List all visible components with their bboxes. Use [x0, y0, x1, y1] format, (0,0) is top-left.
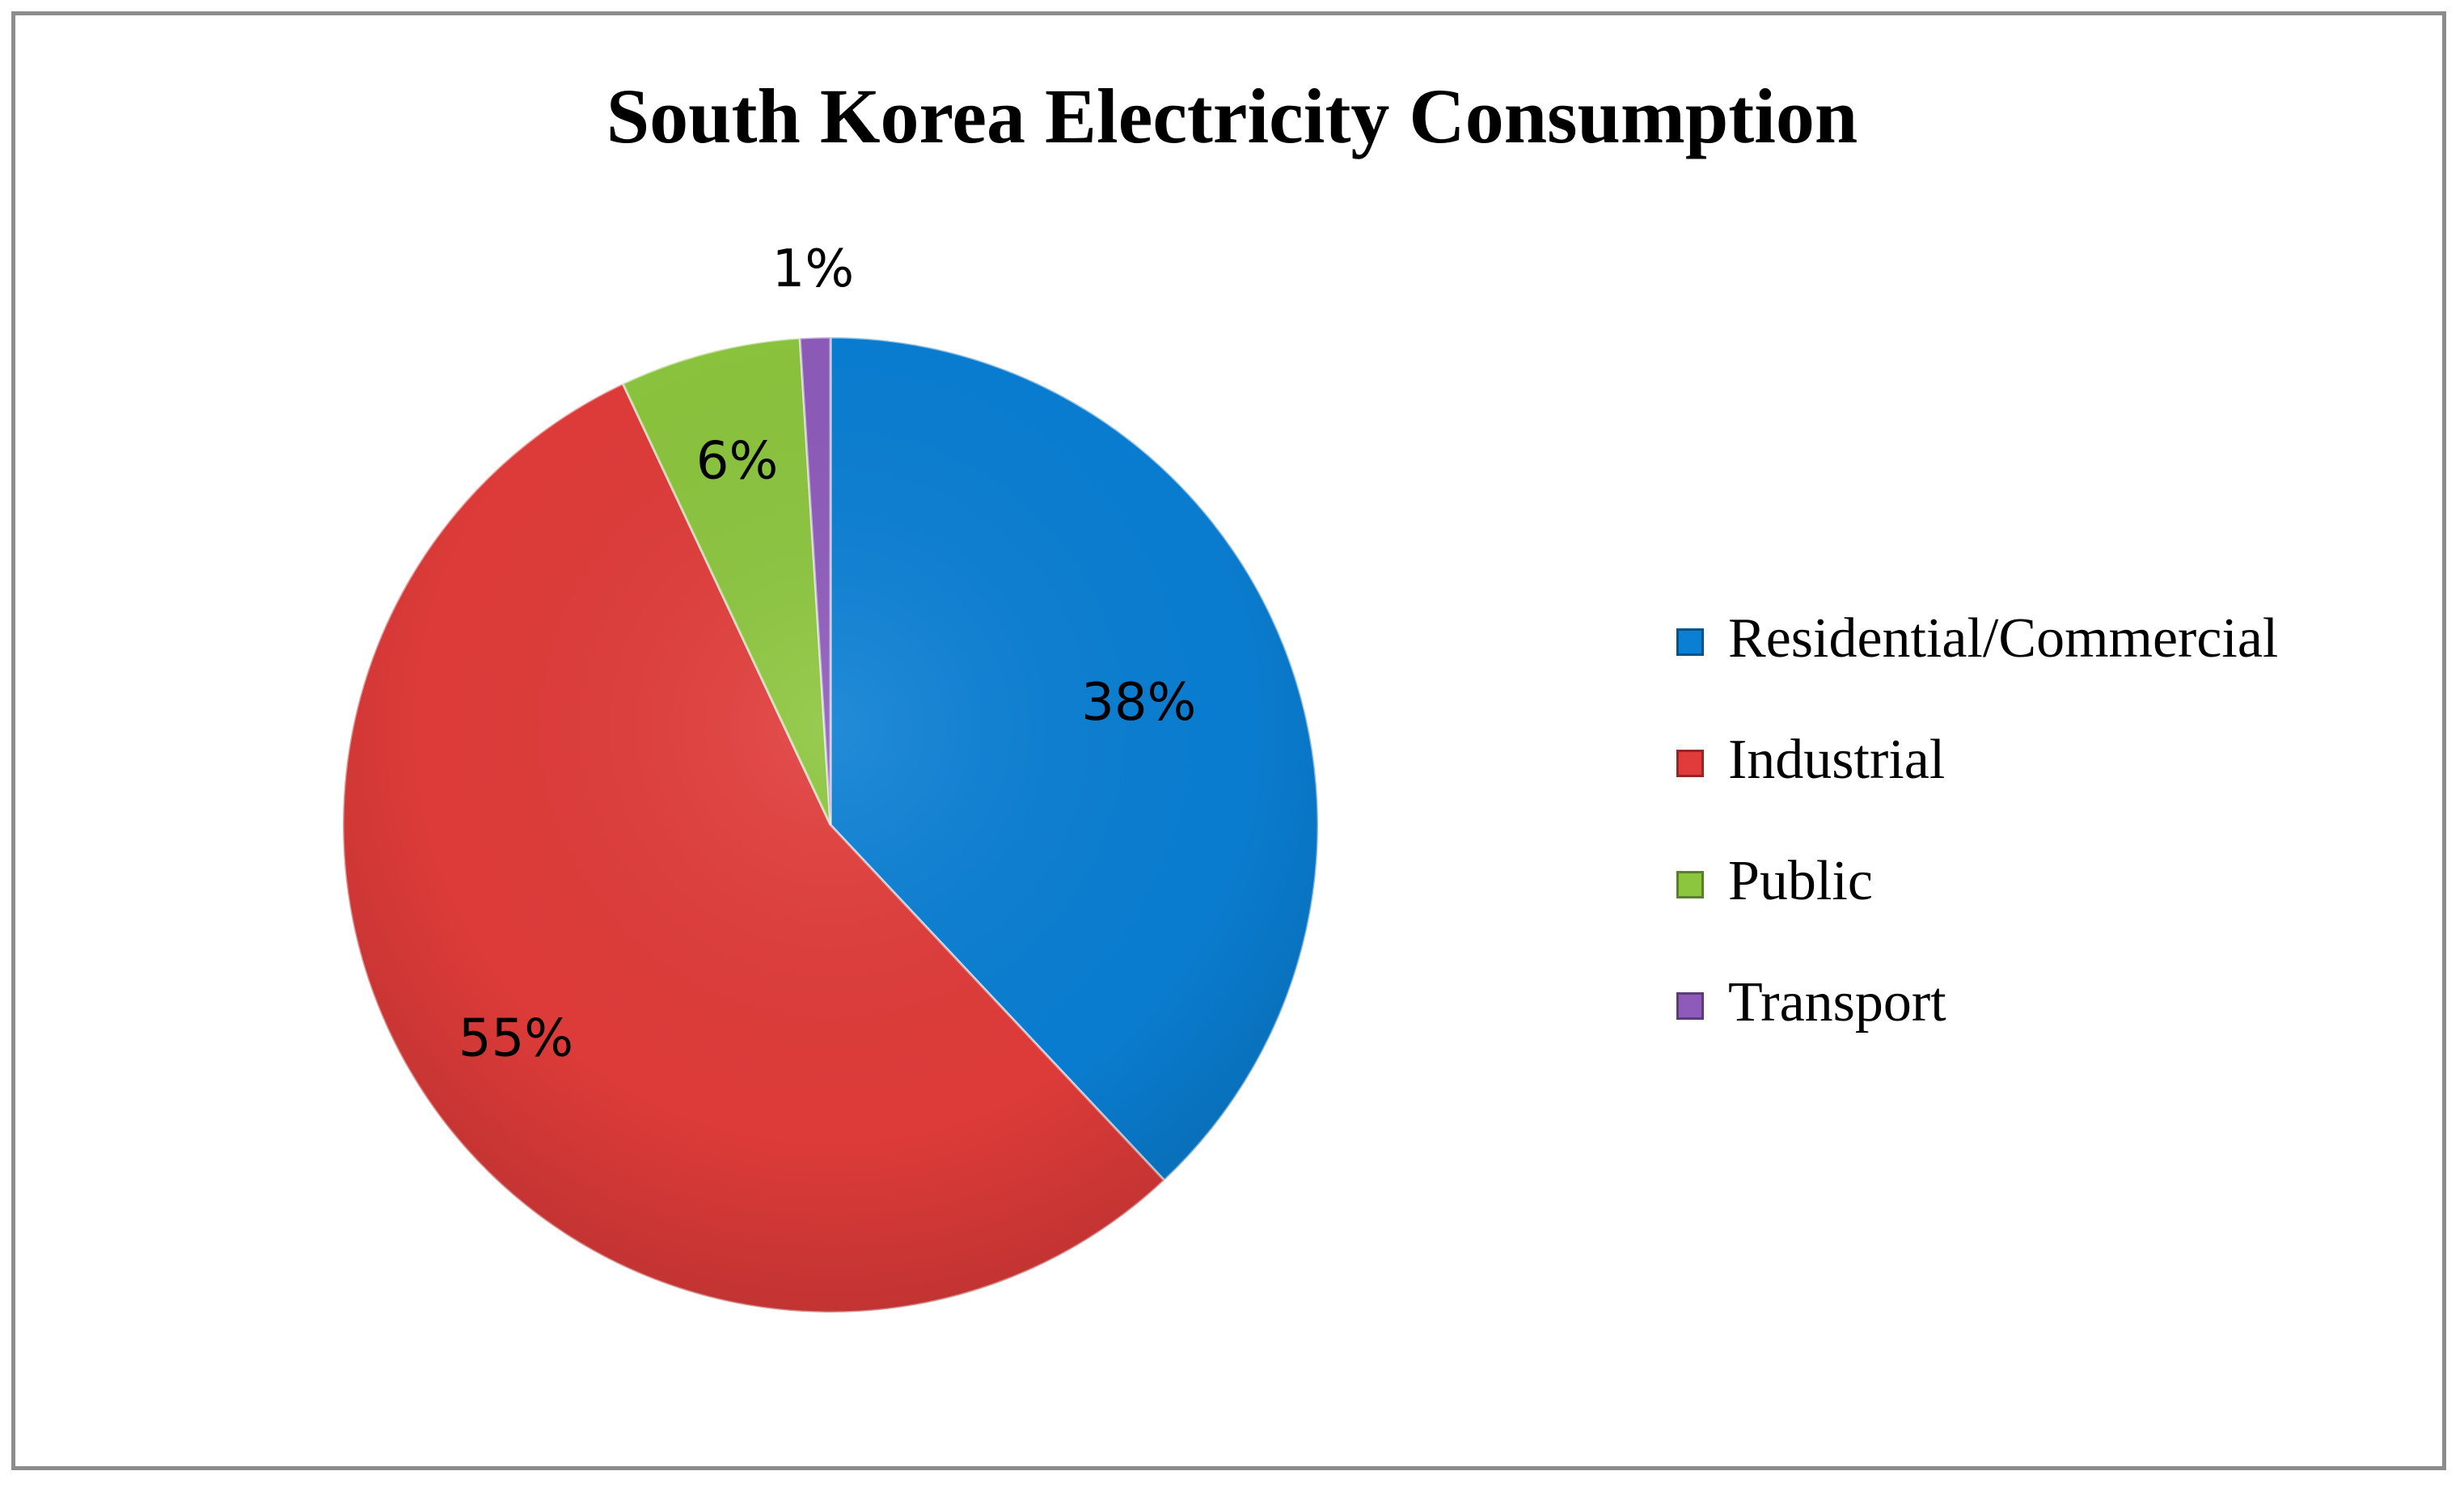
- legend-label: Residential/Commercial: [1728, 607, 2279, 670]
- data-label-industrial: 55%: [459, 1008, 573, 1068]
- data-label-transport: 1%: [772, 239, 855, 299]
- legend-swatch: [1676, 871, 1704, 898]
- chart-title: South Korea Electricity Consumption: [606, 73, 1858, 159]
- legend-swatch: [1676, 750, 1704, 777]
- pie-data-labels: 38% 55% 6% 1%: [459, 239, 1197, 1068]
- data-label-residential-commercial: 38%: [1081, 673, 1196, 733]
- legend-swatch: [1676, 628, 1704, 656]
- legend-swatch: [1676, 992, 1704, 1020]
- legend-label: Public: [1728, 850, 1873, 912]
- data-label-public: 6%: [696, 431, 779, 491]
- legend-label: Transport: [1728, 971, 1946, 1034]
- legend-label: Industrial: [1728, 729, 1946, 791]
- pie-slices: [341, 336, 1320, 1314]
